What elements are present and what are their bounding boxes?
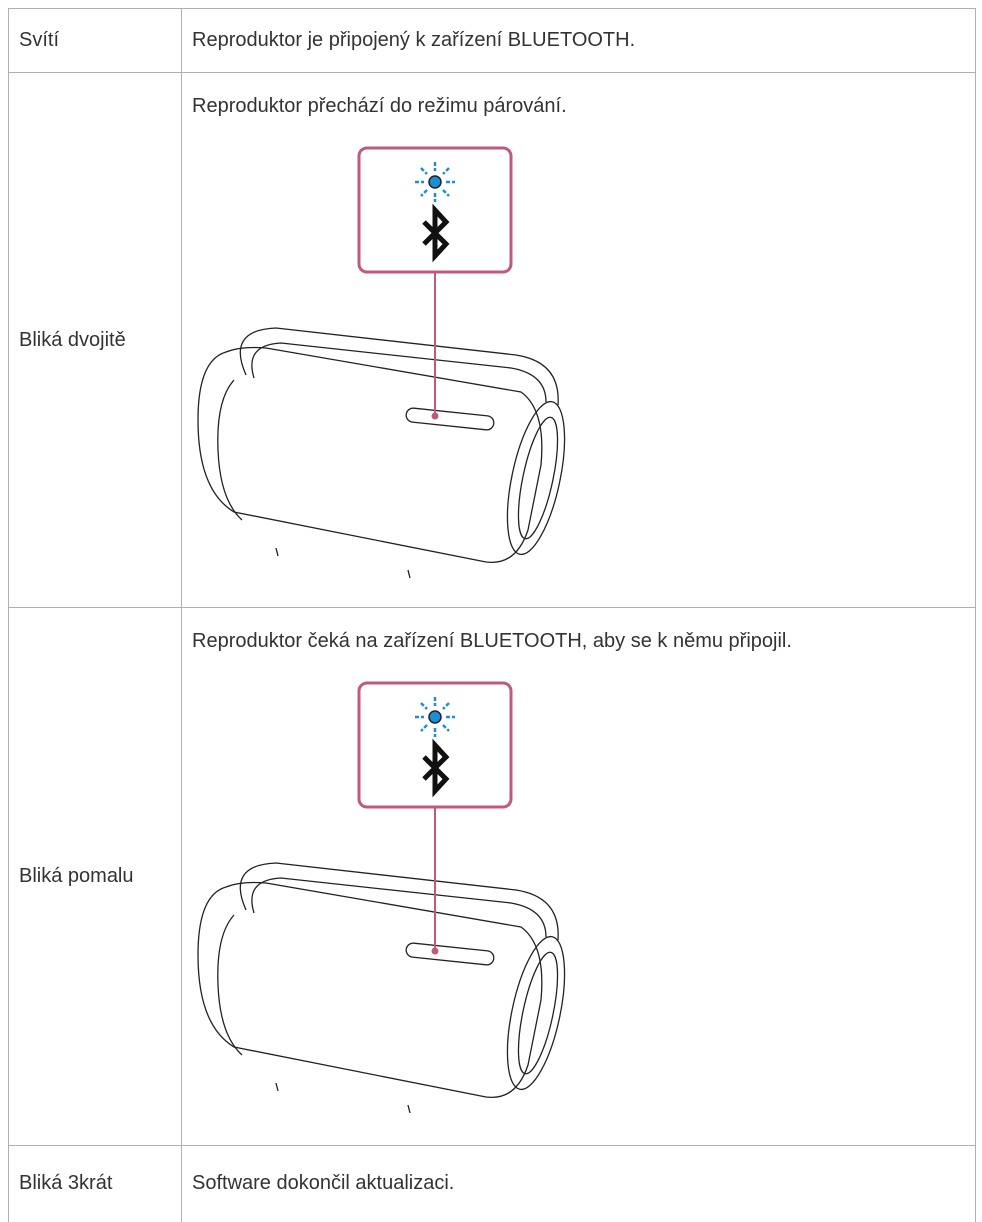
led-state: Bliká pomalu (19, 865, 134, 887)
led-state: Bliká dvojitě (19, 328, 126, 351)
illustration-part (422, 203, 450, 263)
illustration-part (415, 697, 455, 737)
illustration-part (197, 881, 543, 1099)
illustration-part (239, 327, 559, 406)
illustration-part (197, 346, 543, 564)
led-state: Svítí (19, 29, 60, 51)
illustration-part (420, 189, 428, 197)
cell: Software dokončil aktualizaci. (181, 1145, 976, 1222)
illustration-part (405, 407, 495, 431)
illustration-part (517, 416, 559, 540)
illustration-part (251, 877, 547, 938)
description: Software dokončil aktualizaci. (192, 1172, 455, 1195)
illustration-part (431, 947, 439, 955)
table-row: Bliká pomalu Reproduktor čeká na zařízen… (8, 607, 976, 1146)
illustration-slot (192, 140, 965, 580)
led-state: Bliká 3krát (19, 1172, 113, 1195)
speaker-illustration (197, 681, 566, 1114)
illustration-part (422, 738, 450, 798)
illustration-part (506, 400, 566, 556)
cell: Reproduktor přechází do režimu párování. (181, 72, 976, 608)
illustration-slot (192, 675, 965, 1115)
illustration-part (197, 862, 566, 1114)
illustration-part (217, 379, 243, 521)
table-row: Bliká 3krát Software dokončil aktualizac… (8, 1145, 976, 1222)
illustration-part (428, 710, 442, 724)
illustration-part (506, 935, 566, 1091)
illustration-part (442, 702, 450, 710)
cell: Bliká pomalu (8, 607, 182, 1146)
illustration-part (428, 175, 442, 189)
illustration-part (275, 547, 411, 579)
led-table: Svítí Reproduktor je připojený k zařízen… (8, 8, 976, 1222)
illustration-part (420, 167, 428, 175)
illustration-part (239, 862, 559, 941)
illustration-part (415, 162, 455, 202)
description: Reproduktor čeká na zařízení BLUETOOTH, … (192, 630, 792, 652)
illustration-part (442, 189, 450, 197)
illustration-part (197, 327, 566, 579)
description: Reproduktor přechází do režimu párování. (192, 95, 567, 117)
illustration-part (431, 412, 439, 420)
table-row: Svítí Reproduktor je připojený k zařízen… (8, 8, 976, 73)
description: Reproduktor je připojený k zařízení BLUE… (192, 29, 636, 51)
cell: Reproduktor čeká na zařízení BLUETOOTH, … (181, 607, 976, 1146)
illustration-part (420, 702, 428, 710)
illustration-part (420, 724, 428, 732)
illustration-part (517, 951, 559, 1075)
illustration-part (251, 342, 547, 403)
cell: Bliká 3krát (8, 1145, 182, 1222)
table-row: Bliká dvojitě Reproduktor přechází do re… (8, 72, 976, 608)
cell: Reproduktor je připojený k zařízení BLUE… (181, 8, 976, 73)
illustration-part (275, 1082, 411, 1114)
cell: Bliká dvojitě (8, 72, 182, 608)
illustration-part (442, 167, 450, 175)
illustration-part (442, 724, 450, 732)
cell: Svítí (8, 8, 182, 73)
illustration-part (217, 914, 243, 1056)
illustration-part (405, 942, 495, 966)
speaker-illustration (197, 146, 566, 579)
